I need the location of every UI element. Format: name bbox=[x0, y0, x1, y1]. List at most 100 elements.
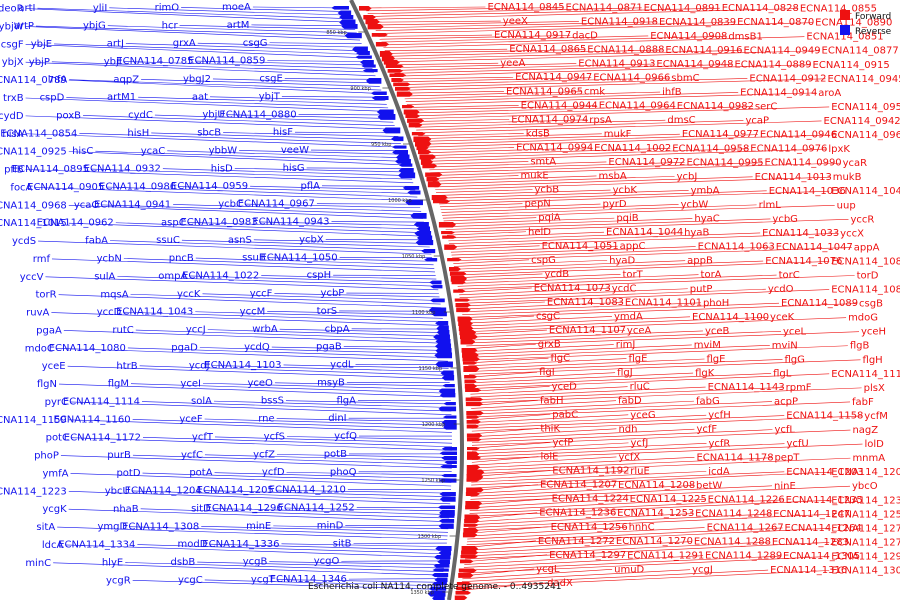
gene-label[interactable]: ycfQ bbox=[334, 431, 357, 442]
gene-label[interactable]: ECNA114_0974 bbox=[511, 114, 588, 125]
gene-label[interactable]: ECNA114_1044 bbox=[606, 227, 683, 238]
gene-label[interactable]: hyaD bbox=[609, 255, 635, 266]
gene-label[interactable]: ECNA114_0990 bbox=[765, 158, 842, 169]
gene-label[interactable]: ECNA114_1207 bbox=[540, 480, 617, 491]
gene-label[interactable]: ycaP bbox=[745, 116, 769, 127]
gene-label[interactable]: rimO bbox=[155, 2, 180, 13]
gene-label[interactable]: ECNA114_0986 bbox=[99, 182, 176, 193]
gene-label[interactable]: flgH bbox=[863, 355, 883, 366]
gene-label[interactable]: ninE bbox=[774, 481, 796, 492]
gene-label[interactable]: ycfD bbox=[262, 467, 285, 478]
gene-label[interactable]: ycbK bbox=[613, 185, 638, 196]
gene-label[interactable]: ECNA114_0854 bbox=[0, 128, 77, 139]
gene-label[interactable]: flgI bbox=[539, 367, 555, 378]
gene-label[interactable]: yceK bbox=[770, 312, 795, 323]
gene-label[interactable]: flgB bbox=[850, 341, 870, 352]
gene-label[interactable]: acpP bbox=[774, 397, 798, 408]
gene-label[interactable]: ECNA114_1045 bbox=[831, 186, 900, 197]
gene-label[interactable]: ymfA bbox=[42, 468, 68, 479]
gene-label[interactable]: rluC bbox=[630, 382, 650, 393]
gene-label[interactable]: minC bbox=[25, 558, 51, 569]
gene-label[interactable]: ECNA114_1086 bbox=[831, 256, 900, 267]
gene-label[interactable]: ECNA114_0944 bbox=[521, 100, 598, 111]
gene-label[interactable]: ycfZ bbox=[253, 449, 275, 460]
gene-label[interactable]: ECNA114_1272 bbox=[538, 536, 615, 547]
gene-label[interactable]: ycgK bbox=[42, 504, 67, 515]
gene-label[interactable]: aspC bbox=[161, 217, 186, 228]
gene-label[interactable]: yceG bbox=[630, 410, 655, 421]
gene-label[interactable]: ECNA114_0958 bbox=[672, 143, 749, 154]
gene-label[interactable]: ECNA114_0877 bbox=[822, 46, 899, 57]
gene-label[interactable]: ndh bbox=[618, 424, 637, 435]
gene-label[interactable]: ECNA114_1076 bbox=[765, 256, 842, 267]
gene-label[interactable]: ECNA114_1247 bbox=[773, 509, 850, 520]
gene-label[interactable]: ECNA114_0962 bbox=[37, 218, 114, 229]
gene-label[interactable]: flgC bbox=[550, 353, 570, 364]
gene-label[interactable]: rlmL bbox=[759, 200, 782, 211]
gene-label[interactable]: mviM bbox=[694, 340, 721, 351]
gene-label[interactable]: ECNA114_0946 bbox=[760, 130, 837, 141]
gene-label[interactable]: ECNA114_0915 bbox=[813, 60, 890, 71]
gene-label[interactable]: yccF bbox=[250, 288, 273, 299]
gene-label[interactable]: ycbJ bbox=[677, 171, 698, 182]
gene-label[interactable]: ECNA114_1178 bbox=[696, 452, 773, 463]
gene-label[interactable]: ECNA114_1203 bbox=[786, 467, 863, 478]
gene-label[interactable]: artJ bbox=[107, 39, 124, 50]
gene-label[interactable]: pqiB bbox=[616, 213, 638, 224]
gene-label[interactable]: potB bbox=[324, 449, 347, 460]
gene-label[interactable]: ECNA114_1223 bbox=[0, 486, 67, 497]
gene-label[interactable]: ECNA114_0888 bbox=[587, 45, 664, 56]
gene-label[interactable]: ECNA114_1248 bbox=[695, 509, 772, 520]
gene-label[interactable]: ECNA114_0870 bbox=[737, 17, 814, 28]
gene-label[interactable]: helD bbox=[528, 227, 551, 238]
gene-label[interactable]: ECNA114_1063 bbox=[698, 242, 775, 253]
gene-label[interactable]: ycdQ bbox=[244, 342, 270, 353]
gene-label[interactable]: pepN bbox=[524, 199, 550, 210]
gene-label[interactable]: cmk bbox=[584, 87, 605, 98]
gene-label[interactable]: ECNA114_0947 bbox=[515, 72, 592, 83]
gene-label[interactable]: ycbB bbox=[535, 185, 560, 196]
gene-label[interactable]: potC bbox=[46, 433, 69, 444]
gene-label[interactable]: ECNA114_0871 bbox=[566, 2, 643, 13]
gene-label[interactable]: ECNA114_1334 bbox=[58, 540, 135, 551]
gene-label[interactable]: ECNA114_1210 bbox=[269, 485, 346, 496]
gene-label[interactable]: ldcA bbox=[42, 540, 64, 551]
gene-label[interactable]: ECNA114_1160 bbox=[53, 414, 130, 425]
gene-label[interactable]: pyrD bbox=[603, 199, 627, 210]
gene-label[interactable]: ECNA114_0914 bbox=[740, 87, 817, 98]
gene-label[interactable]: ECNA114_0966 bbox=[593, 73, 670, 84]
gene-label[interactable]: moeA bbox=[222, 2, 251, 13]
gene-label[interactable]: torS bbox=[317, 306, 338, 317]
gene-label[interactable]: ECNA114_1022 bbox=[182, 271, 259, 282]
gene-label[interactable]: solA bbox=[191, 396, 212, 407]
gene-label[interactable]: fabH bbox=[540, 395, 564, 406]
gene-label[interactable]: dadX bbox=[547, 578, 573, 589]
gene-label[interactable]: ECNA114_1270 bbox=[616, 536, 693, 547]
gene-label[interactable]: ECNA114_0912 bbox=[749, 73, 826, 84]
gene-label[interactable]: ymdA bbox=[614, 311, 643, 322]
gene-label[interactable]: lolE bbox=[540, 452, 558, 463]
gene-label[interactable]: ECNA114_0964 bbox=[599, 101, 676, 112]
gene-label[interactable]: rimJ bbox=[616, 340, 636, 351]
gene-label[interactable]: ECNA114_1002 bbox=[594, 143, 671, 154]
gene-label[interactable]: cydD bbox=[0, 111, 24, 122]
gene-label[interactable]: cspD bbox=[40, 93, 65, 104]
gene-label[interactable]: ruvA bbox=[26, 308, 49, 319]
gene-label[interactable]: poxB bbox=[56, 110, 81, 121]
gene-label[interactable]: pabC bbox=[552, 409, 578, 420]
gene-label[interactable]: flgG bbox=[785, 354, 805, 365]
gene-label[interactable]: aqpZ bbox=[113, 74, 139, 85]
gene-label[interactable]: ycfR bbox=[709, 438, 731, 449]
gene-label[interactable]: ECNA114_1288 bbox=[694, 537, 771, 548]
gene-label[interactable]: ECNA114_1101 bbox=[625, 297, 702, 308]
gene-label[interactable]: ECNA114_1279 bbox=[831, 537, 900, 548]
gene-label[interactable]: ybjI bbox=[104, 56, 122, 67]
gene-label[interactable]: ECNA114_1089 bbox=[781, 298, 858, 309]
gene-label[interactable]: ECNA114_0880 bbox=[219, 109, 296, 120]
gene-label[interactable]: csgF bbox=[1, 39, 24, 50]
gene-label[interactable]: torT bbox=[623, 269, 644, 280]
gene-label[interactable]: ECNA114_1236 bbox=[539, 508, 616, 519]
gene-label[interactable]: torD bbox=[857, 271, 879, 282]
gene-label[interactable]: wrbA bbox=[252, 324, 278, 335]
gene-label[interactable]: ymgD bbox=[97, 522, 127, 533]
